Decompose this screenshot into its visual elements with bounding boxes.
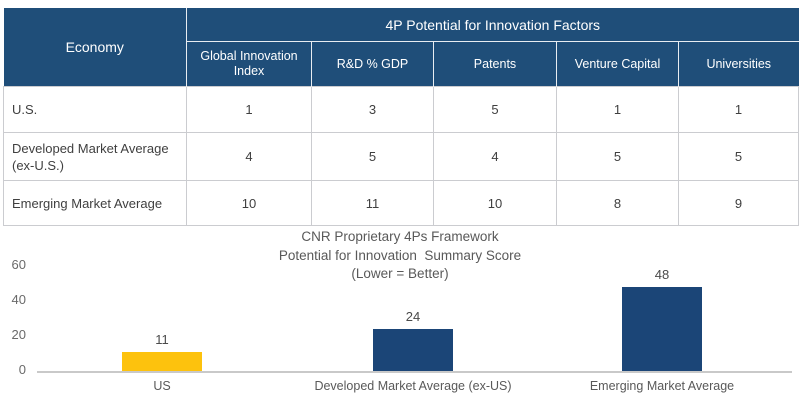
y-axis-tick-label: 60: [11, 257, 26, 272]
innovation-factors-table: Economy 4P Potential for Innovation Fact…: [3, 8, 800, 226]
cell-value: 5: [433, 86, 557, 133]
bar-value-label: 24: [405, 309, 421, 324]
table-row-developed-market: Developed Market Average (ex-U.S.) 4 5 4…: [3, 132, 800, 181]
bar-value-label: 11: [155, 331, 169, 347]
column-header-universities: Universities: [677, 41, 799, 87]
x-axis-category-label: US: [153, 379, 171, 393]
cell-value: 11: [311, 180, 434, 226]
cell-value: 8: [556, 180, 679, 226]
bar-us: [122, 351, 202, 371]
cell-value: 5: [556, 132, 679, 181]
table-row-emerging-market: Emerging Market Average 10 11 10 8 9: [3, 180, 800, 226]
cell-value: 3: [311, 86, 434, 133]
chart-title-line-2: Potential for Innovation Summary Score: [278, 247, 522, 263]
bar-emerging-market-average: [622, 287, 702, 371]
y-axis-tick-label: 0: [18, 362, 26, 377]
column-header-rd-gdp: R&D % GDP: [311, 41, 434, 87]
y-axis-tick-label: 40: [11, 292, 26, 307]
economy-label: Emerging Market Average: [3, 180, 187, 226]
economy-label: Developed Market Average (ex-U.S.): [3, 132, 187, 181]
chart-title-line-3: (Lower = Better): [351, 266, 449, 281]
economy-column-header: Economy: [3, 8, 187, 87]
economy-label: U.S.: [3, 86, 187, 133]
x-axis-category-label: Developed Market Average (ex-US): [314, 379, 512, 393]
cell-value: 5: [311, 132, 434, 181]
cell-value: 1: [556, 86, 679, 133]
bar-value-label: 48: [654, 267, 670, 282]
table-group-header-row: Economy 4P Potential for Innovation Fact…: [3, 8, 799, 87]
cell-value: 1: [677, 86, 800, 133]
summary-score-bar-chart: CNR Proprietary 4Ps Framework Potential …: [0, 222, 800, 400]
column-header-global-innovation-index: Global Innovation Index: [186, 41, 312, 87]
cell-value: 10: [433, 180, 557, 226]
cell-value: 9: [677, 180, 800, 226]
cell-value: 5: [677, 132, 800, 181]
column-header-patents: Patents: [433, 41, 557, 87]
cell-value: 4: [186, 132, 312, 181]
table-row-us: U.S. 1 3 5 1 1: [3, 86, 800, 133]
bar-developed-market-average-ex-us: [373, 329, 453, 371]
cell-value: 10: [186, 180, 312, 226]
x-axis-category-label: Emerging Market Average: [589, 379, 735, 393]
table-subheader-row: Global Innovation Index R&D % GDP Patent…: [4, 41, 799, 87]
chart-title: CNR Proprietary 4Ps Framework Potential …: [0, 228, 800, 284]
x-axis-line: [37, 371, 792, 373]
chart-title-line-1: CNR Proprietary 4Ps Framework: [301, 229, 499, 244]
y-axis-tick-label: 20: [11, 327, 26, 342]
column-header-venture-capital: Venture Capital: [556, 41, 679, 87]
cell-value: 4: [433, 132, 557, 181]
group-column-header: 4P Potential for Innovation Factors: [185, 8, 799, 42]
cell-value: 1: [186, 86, 312, 133]
